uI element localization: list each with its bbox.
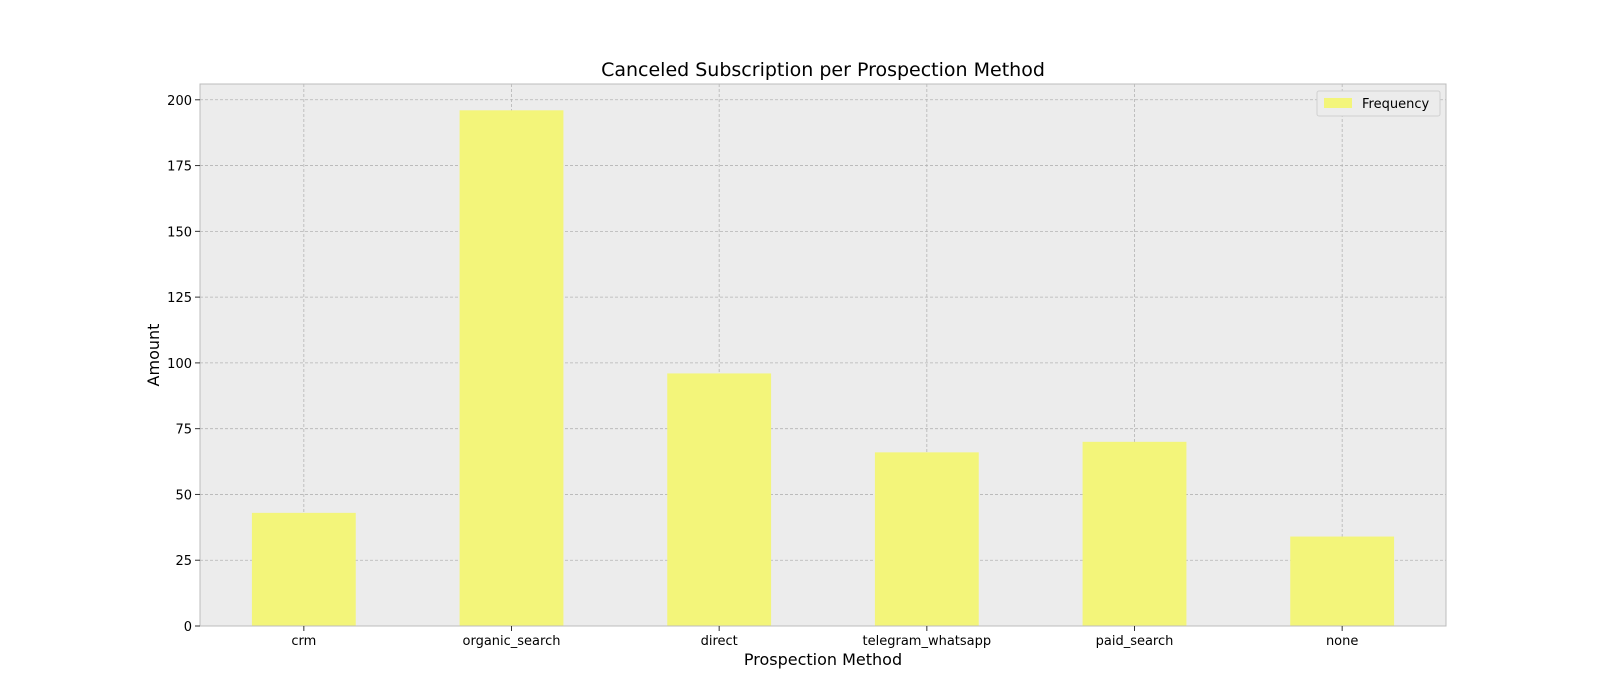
y-tick-label: 50 bbox=[175, 488, 192, 503]
bar-crm bbox=[251, 512, 356, 626]
bars bbox=[251, 110, 1395, 627]
plot-area bbox=[200, 84, 1446, 626]
x-tick-label: none bbox=[1326, 634, 1358, 649]
y-tick-label: 25 bbox=[175, 554, 192, 569]
bar-none bbox=[1290, 536, 1395, 626]
x-tick-label: crm bbox=[291, 634, 316, 649]
legend-label: Frequency bbox=[1362, 97, 1429, 112]
y-tick-label: 0 bbox=[184, 620, 192, 635]
y-tick-label: 75 bbox=[175, 423, 192, 438]
legend-swatch bbox=[1324, 98, 1352, 108]
legend: Frequency bbox=[1316, 90, 1441, 117]
y-tick-label: 175 bbox=[167, 160, 192, 175]
y-tick-label: 150 bbox=[167, 225, 192, 240]
x-tick-label: telegram_whatsapp bbox=[863, 634, 992, 649]
bar-direct bbox=[667, 373, 772, 626]
y-axis: 0 25 50 75 100 125 150 175 200 bbox=[167, 94, 200, 635]
legend-box bbox=[1316, 90, 1441, 117]
y-axis-label: Amount bbox=[144, 324, 163, 387]
x-tick-label: paid_search bbox=[1096, 634, 1174, 649]
bar-organic_search bbox=[459, 110, 564, 627]
bar-telegram_whatsapp bbox=[874, 452, 979, 626]
y-tick-label: 125 bbox=[167, 291, 192, 306]
plot-frame bbox=[199, 83, 1447, 627]
chart-title: Canceled Subscription per Prospection Me… bbox=[601, 59, 1045, 81]
y-tick-label: 100 bbox=[167, 357, 192, 372]
x-axis-label: Prospection Method bbox=[744, 650, 902, 669]
x-tick-label: organic_search bbox=[463, 634, 561, 649]
bar-paid_search bbox=[1082, 441, 1187, 626]
x-axis: crm organic_search direct telegram_whatsapp… bbox=[291, 626, 1358, 649]
x-tick-label: direct bbox=[701, 634, 738, 649]
y-tick-label: 200 bbox=[167, 94, 192, 109]
